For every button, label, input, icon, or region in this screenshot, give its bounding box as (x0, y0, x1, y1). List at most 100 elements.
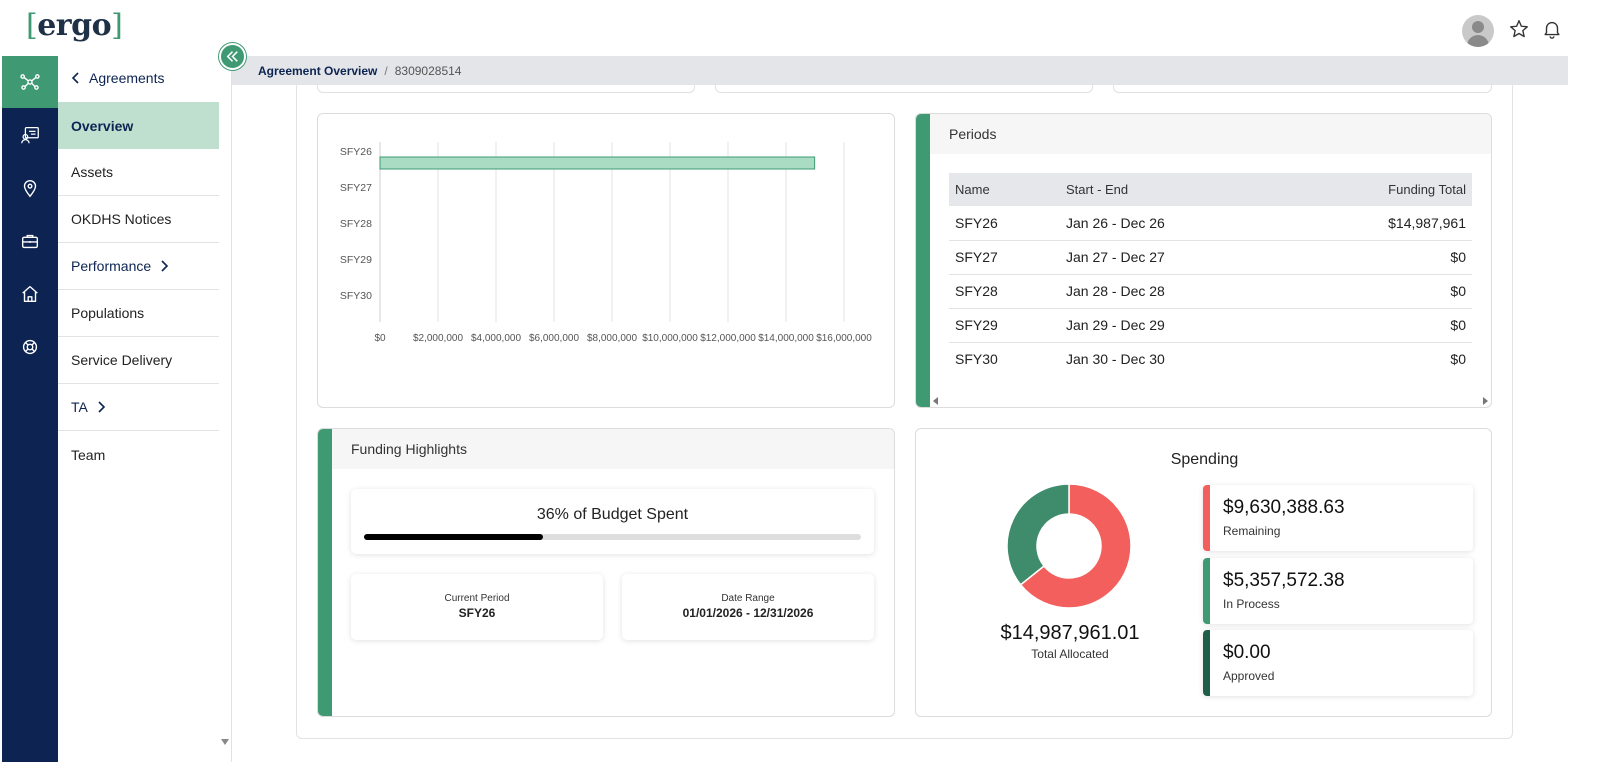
table-row[interactable]: SFY28 Jan 28 - Dec 28 $0 (949, 274, 1472, 309)
sidebar-item-ta[interactable]: TA (58, 384, 219, 431)
period-range: Jan 26 - Dec 26 (1060, 206, 1288, 241)
y-tick-label: SFY26 (340, 146, 372, 158)
table-row[interactable]: SFY29 Jan 29 - Dec 29 $0 (949, 308, 1472, 343)
x-tick-label: $0 (374, 333, 386, 344)
card-accent-bar (916, 114, 930, 407)
double-chevron-left-icon (226, 51, 238, 62)
current-period-label: Current Period (444, 593, 510, 604)
x-tick-label: $4,000,000 (471, 333, 521, 344)
period-total: $0 (1287, 274, 1472, 309)
sidebar-item-label: Populations (71, 305, 145, 321)
bar-sfy26[interactable] (379, 156, 816, 170)
summary-card-1 (317, 85, 695, 93)
remaining-amount: $9,630,388.63 (1223, 497, 1345, 518)
logo-bracket-close: ] (111, 8, 123, 43)
periods-title: Periods (949, 126, 997, 142)
ergo-logo[interactable]: [ergo] (26, 8, 123, 43)
date-range-value: 01/01/2026 - 12/31/2026 (682, 606, 814, 620)
period-range: Jan 27 - Dec 27 (1060, 240, 1288, 275)
funding-highlights-title: Funding Highlights (351, 441, 467, 457)
collapse-sidebar-button[interactable] (219, 43, 246, 70)
sidebar-item-label: OKDHS Notices (71, 211, 172, 227)
summary-card-2 (715, 85, 1093, 93)
approved-label: Approved (1223, 669, 1275, 683)
budget-progress-fill (364, 534, 543, 540)
funding-highlights-card: Funding Highlights 36% of Budget Spent C… (317, 428, 895, 717)
status-color-bar (1203, 485, 1210, 551)
spending-donut-chart (1006, 483, 1132, 609)
funding-bar-chart: $0 $2,000,000 $4,000,000 $6,000,000 $8,000,0… (340, 142, 872, 344)
periods-card-header: Periods (930, 114, 1491, 154)
network-icon[interactable] (19, 71, 41, 93)
breadcrumb-current: 8309028514 (394, 63, 462, 78)
period-name: SFY26 (949, 206, 1060, 241)
scroll-left-icon[interactable] (932, 397, 940, 405)
map-pin-icon[interactable] (19, 177, 41, 199)
icon-rail (2, 56, 58, 762)
approved-amount: $0.00 (1223, 642, 1271, 663)
period-total: $0 (1287, 240, 1472, 275)
periods-card: Periods Name Start - End Funding Total S… (915, 113, 1492, 408)
sidebar-item-label: Overview (71, 117, 134, 134)
sidebar-item-assets[interactable]: Assets (58, 149, 219, 196)
id-card-icon[interactable] (19, 124, 41, 146)
column-header-funding-total[interactable]: Funding Total (1287, 173, 1472, 206)
current-period-box: Current Period SFY26 (351, 574, 603, 640)
x-tick-label: $10,000,000 (642, 333, 698, 344)
summary-card-3 (1113, 85, 1492, 93)
top-header: [ergo] (0, 0, 1600, 56)
donut-slice-remaining[interactable] (1019, 483, 1132, 609)
logo-bracket-open: [ (26, 8, 38, 43)
chevron-right-icon (98, 401, 105, 413)
rail-active-item[interactable] (2, 56, 58, 108)
table-row[interactable]: SFY26 Jan 26 - Dec 26 $14,987,961 (949, 206, 1472, 241)
donut-slice-in-process[interactable] (1006, 483, 1070, 586)
support-icon[interactable] (19, 336, 41, 358)
period-total: $0 (1287, 308, 1472, 343)
spending-card: Spending $14,987,961.01 Total Allocated … (915, 428, 1492, 717)
breadcrumb-parent-link[interactable]: Agreement Overview (258, 63, 378, 78)
date-range-box: Date Range 01/01/2026 - 12/31/2026 (622, 574, 874, 640)
x-tick-label: $12,000,000 (700, 333, 756, 344)
star-icon[interactable] (1508, 18, 1530, 40)
y-tick-label: SFY30 (340, 290, 372, 302)
sidebar-item-label: Performance (71, 258, 152, 274)
y-tick-label: SFY29 (340, 254, 372, 266)
table-header-row: Name Start - End Funding Total (949, 173, 1472, 206)
status-color-bar (1203, 558, 1210, 624)
sidebar-item-service-delivery[interactable]: Service Delivery (58, 337, 219, 384)
bell-icon[interactable] (1541, 18, 1563, 40)
sidebar-item-label: Assets (71, 164, 114, 180)
column-header-start-end[interactable]: Start - End (1060, 173, 1288, 206)
period-name: SFY27 (949, 240, 1060, 275)
period-name: SFY29 (949, 308, 1060, 343)
table-row[interactable]: SFY27 Jan 27 - Dec 27 $0 (949, 240, 1472, 275)
scroll-down-arrow[interactable] (221, 739, 229, 745)
sidebar-item-team[interactable]: Team (58, 431, 219, 478)
breadcrumb-separator: / (384, 63, 388, 78)
spending-approved-box: $0.00 Approved (1203, 630, 1473, 696)
column-header-name[interactable]: Name (949, 173, 1060, 206)
avatar[interactable] (1462, 15, 1494, 47)
budget-progress-box: 36% of Budget Spent (351, 489, 874, 554)
x-tick-label: $6,000,000 (529, 333, 579, 344)
sidebar-item-overview[interactable]: Overview (58, 102, 219, 149)
breadcrumb: Agreement Overview / 8309028514 (232, 56, 1568, 85)
sidebar-item-label: Team (71, 446, 106, 463)
agreements-back-link[interactable]: Agreements (71, 70, 164, 86)
table-row[interactable]: SFY30 Jan 30 - Dec 30 $0 (949, 342, 1472, 376)
home-icon[interactable] (19, 283, 41, 305)
briefcase-icon[interactable] (19, 230, 41, 252)
sidebar-item-okdhs-notices[interactable]: OKDHS Notices (58, 196, 219, 243)
funding-by-period-chart-card: $0 $2,000,000 $4,000,000 $6,000,000 $8,000,0… (317, 113, 895, 408)
spending-in-process-box: $5,357,572.38 In Process (1203, 558, 1473, 624)
logo-text: ergo (37, 8, 112, 43)
sidebar-item-populations[interactable]: Populations (58, 290, 219, 337)
sidebar-item-performance[interactable]: Performance (58, 243, 219, 290)
spending-remaining-box: $9,630,388.63 Remaining (1203, 485, 1473, 551)
sub-nav: Agreements Overview Assets OKDHS Notices… (58, 56, 232, 762)
card-accent-bar (318, 429, 332, 716)
period-total: $0 (1450, 351, 1466, 368)
agreements-back-label: Agreements (89, 70, 165, 86)
scroll-right-icon[interactable] (1481, 397, 1489, 405)
